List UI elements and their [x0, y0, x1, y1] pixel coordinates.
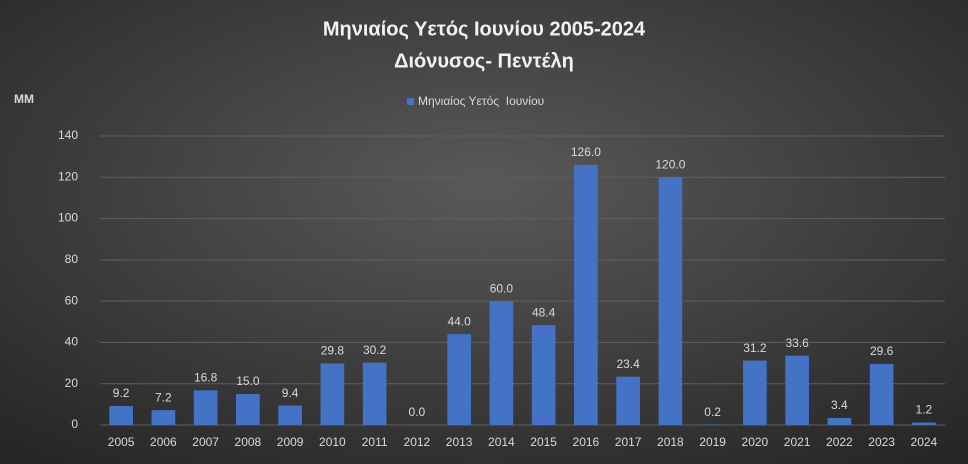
- x-tick-label: 2020: [742, 435, 769, 449]
- y-tick-label: 80: [65, 252, 79, 266]
- x-tick-label: 2024: [911, 435, 938, 449]
- bar: [827, 417, 852, 425]
- legend-label: Μηνιαίος Υετός Ιουνίου: [418, 94, 544, 108]
- bar: [616, 376, 640, 425]
- bar: [869, 363, 894, 425]
- bar: [912, 422, 936, 425]
- x-tick-label: 2008: [235, 435, 262, 449]
- x-tick-label: 2010: [319, 435, 346, 449]
- x-tick-label: 2006: [150, 435, 177, 449]
- bar: [362, 362, 387, 425]
- bar: [489, 301, 514, 425]
- bar: [785, 355, 809, 425]
- y-axis-label: MM: [14, 92, 34, 106]
- legend-swatch: [407, 98, 414, 105]
- bar: [151, 410, 176, 425]
- data-label: 0.2: [704, 405, 721, 419]
- x-tick-label: 2005: [108, 435, 135, 449]
- y-tick-label: 20: [65, 376, 79, 390]
- data-label: 29.8: [321, 344, 345, 358]
- data-label: 1.2: [916, 403, 933, 417]
- data-label: 7.2: [155, 390, 172, 404]
- data-label: 9.4: [282, 386, 299, 400]
- y-tick-label: 60: [65, 293, 79, 307]
- y-tick-label: 0: [71, 417, 78, 431]
- bar: [743, 360, 767, 425]
- bar: [278, 405, 302, 425]
- y-tick-label: 140: [58, 128, 78, 142]
- bar: [531, 325, 556, 425]
- data-label: 44.0: [447, 314, 471, 328]
- bar: [236, 394, 260, 425]
- data-label: 16.8: [194, 370, 218, 384]
- x-tick-label: 2022: [826, 435, 853, 449]
- chart-subtitle: Διόνυσος- Πεντέλη: [394, 50, 574, 72]
- data-label: 31.2: [743, 341, 767, 355]
- data-label: 23.4: [616, 357, 640, 371]
- x-tick-label: 2012: [404, 435, 431, 449]
- x-tick-label: 2017: [615, 435, 642, 449]
- data-label: 120.0: [655, 157, 685, 171]
- x-tick-label: 2009: [277, 435, 304, 449]
- data-label: 48.4: [532, 305, 556, 319]
- data-label: 0.0: [409, 405, 426, 419]
- x-tick-label: 2007: [192, 435, 219, 449]
- x-tick-label: 2016: [573, 435, 600, 449]
- x-tick-label: 2019: [699, 435, 726, 449]
- y-tick-label: 100: [58, 211, 78, 225]
- bar: [193, 390, 218, 425]
- bar: [574, 164, 598, 425]
- chart-title: Μηνιαίος Υετός Ιουνίου 2005-2024: [323, 18, 646, 40]
- data-label: 126.0: [571, 145, 601, 159]
- data-label: 15.0: [236, 374, 260, 388]
- x-tick-label: 2014: [488, 435, 515, 449]
- x-tick-label: 2013: [446, 435, 473, 449]
- data-label: 33.6: [785, 336, 809, 350]
- data-label: 3.4: [831, 398, 848, 412]
- x-tick-label: 2021: [784, 435, 811, 449]
- x-tick-label: 2023: [868, 435, 895, 449]
- bar: [447, 334, 471, 425]
- bar: [109, 406, 133, 425]
- bar: [320, 363, 345, 425]
- data-label: 9.2: [113, 386, 130, 400]
- x-tick-label: 2018: [657, 435, 684, 449]
- data-label: 60.0: [490, 281, 514, 295]
- x-tick-label: 2015: [530, 435, 557, 449]
- y-tick-label: 120: [58, 169, 78, 183]
- x-tick-label: 2011: [362, 435, 388, 449]
- bar: [658, 177, 683, 425]
- y-tick-label: 40: [65, 335, 79, 349]
- data-label: 29.6: [870, 344, 894, 358]
- data-label: 30.2: [363, 343, 387, 357]
